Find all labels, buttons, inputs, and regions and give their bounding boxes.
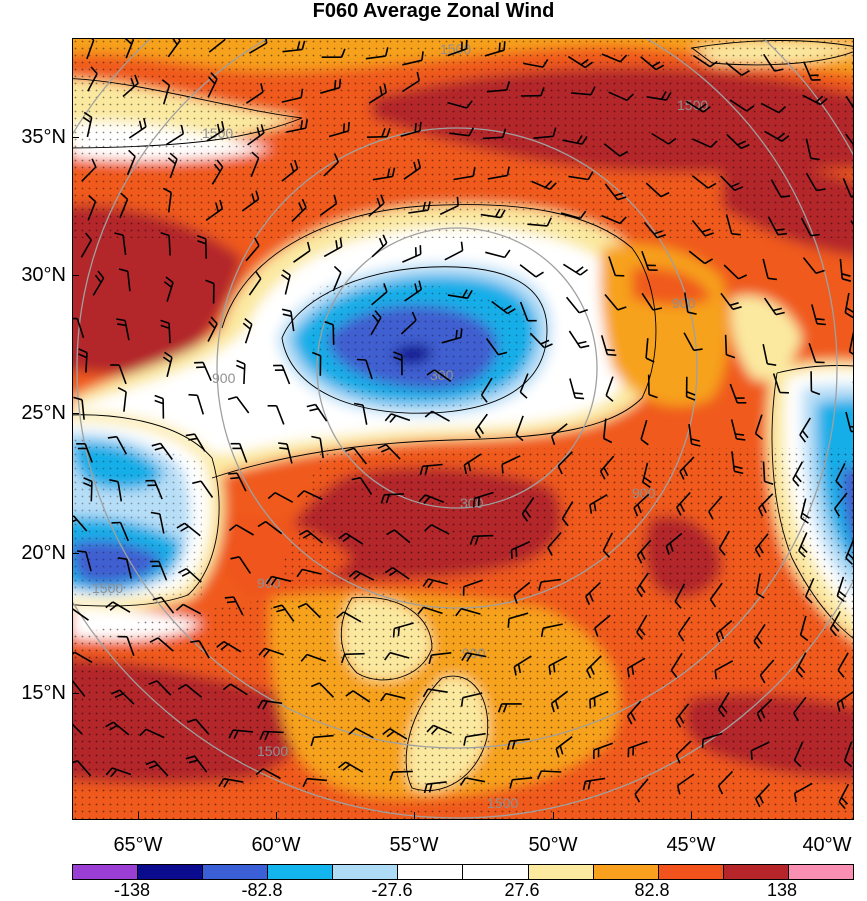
colorbar-segment (724, 865, 789, 879)
lon-label-45w: 45°W (651, 834, 731, 857)
ring-label: 1500 (257, 743, 288, 759)
lat-tick (72, 275, 79, 276)
lat-label-20n: 20°N (8, 542, 66, 565)
lon-label-55w: 55°W (374, 834, 454, 857)
colorbar-segment (333, 865, 398, 879)
lon-label-50w: 50°W (513, 834, 593, 857)
lon-tick (138, 812, 139, 819)
colorbar-segment (789, 865, 853, 879)
colorbar-segment (529, 865, 594, 879)
lat-tick (72, 553, 79, 554)
lat-label-15n: 15°N (8, 682, 66, 705)
lon-tick (276, 812, 277, 819)
lon-label-65w: 65°W (98, 834, 178, 857)
ring-label: 900 (672, 295, 696, 311)
lon-label-60w: 60°W (236, 834, 316, 857)
colorbar-label: -82.8 (227, 880, 297, 901)
colorbar-label: -138 (97, 880, 167, 901)
colorbar-segment (398, 865, 463, 879)
colorbar-label: 138 (747, 880, 817, 901)
map-title: F060 Average Zonal Wind (0, 0, 867, 26)
lat-tick (72, 413, 79, 414)
colorbar-segment (203, 865, 268, 879)
colorbar-segment (268, 865, 333, 879)
lon-tick (691, 812, 692, 819)
lat-label-25n: 25°N (8, 402, 66, 425)
colorbar-segment (594, 865, 659, 879)
ring-label: 900 (462, 645, 486, 661)
lat-label-35n: 35°N (8, 126, 66, 149)
colorbar-label: 27.6 (487, 880, 557, 901)
lon-label-40w: 40°W (787, 834, 867, 857)
lat-label-30n: 30°N (8, 264, 66, 287)
lat-tick (72, 137, 79, 138)
zonal-wind-field: 3003009009009009009001500150015001500150… (72, 38, 854, 820)
colorbar-segment (138, 865, 203, 879)
ring-label: 900 (212, 370, 236, 386)
lon-tick (553, 812, 554, 819)
colorbar-label: 82.8 (617, 880, 687, 901)
colorbar-segment (73, 865, 138, 879)
lat-tick (72, 693, 79, 694)
lon-tick (414, 812, 415, 819)
colorbar (72, 864, 854, 880)
ring-label: 1500 (487, 795, 518, 811)
colorbar-segment (463, 865, 528, 879)
ring-label: 1500 (92, 580, 123, 596)
colorbar-segment (659, 865, 724, 879)
colorbar-label: -27.6 (357, 880, 427, 901)
